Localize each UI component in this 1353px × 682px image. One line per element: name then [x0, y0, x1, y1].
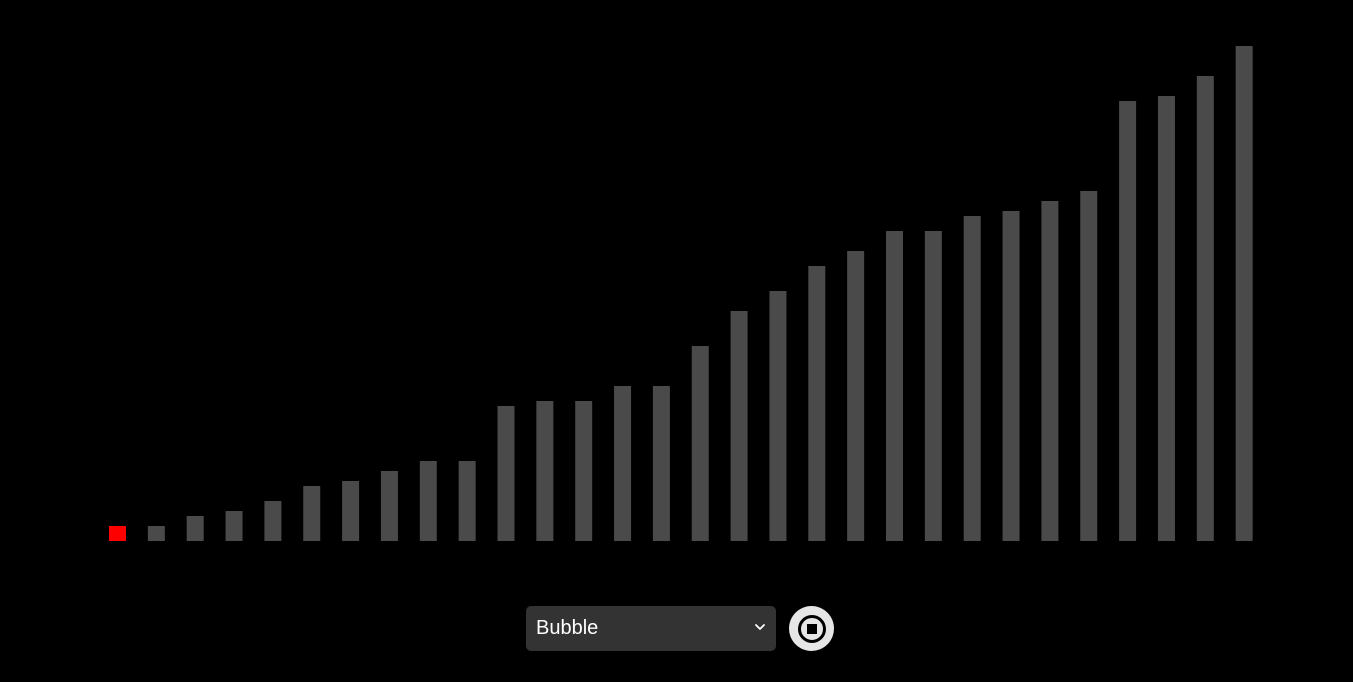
bar: [342, 481, 360, 541]
bar: [380, 471, 398, 541]
bar: [1196, 76, 1214, 541]
bar: [924, 231, 942, 541]
bar: [419, 461, 437, 541]
bar: [536, 401, 554, 541]
chevron-down-icon: [755, 624, 765, 630]
bar: [147, 526, 165, 541]
bar: [186, 516, 204, 541]
bar: [691, 346, 709, 541]
bar: [1119, 101, 1137, 541]
bar: [264, 501, 282, 541]
bar: [225, 511, 243, 541]
bar: [497, 406, 515, 541]
bar: [886, 231, 903, 541]
bar: [614, 386, 632, 541]
algorithm-select-value: Bubble: [536, 617, 599, 639]
bar: [808, 266, 826, 541]
bar: [963, 216, 981, 541]
bar: [1157, 96, 1175, 541]
algorithm-select[interactable]: Bubble: [526, 606, 776, 651]
bar: [769, 291, 787, 541]
bar-highlighted: [109, 526, 126, 541]
bar: [1235, 46, 1253, 541]
stop-button[interactable]: [789, 606, 834, 651]
stop-icon: [797, 614, 826, 643]
bar: [1080, 191, 1098, 541]
bar: [1041, 201, 1059, 541]
bar: [652, 386, 670, 541]
sorting-bar-chart: [109, 46, 1253, 541]
control-bar: Bubble: [526, 606, 834, 651]
bar: [303, 486, 321, 541]
bar: [730, 311, 748, 541]
bar: [847, 251, 865, 541]
bar: [1002, 211, 1020, 541]
bar: [575, 401, 593, 541]
bar: [458, 461, 476, 541]
